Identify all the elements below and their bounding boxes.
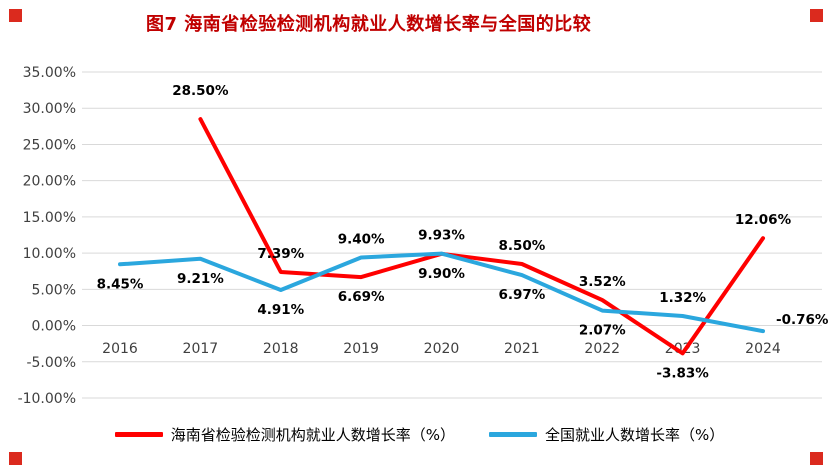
data-label: 12.06% xyxy=(735,212,792,228)
corner-decoration-bottom-left xyxy=(9,452,22,465)
data-label: 8.50% xyxy=(498,238,545,254)
legend-label-hainan: 海南省检验检测机构就业人数增长率（%） xyxy=(170,426,455,444)
data-label: 9.21% xyxy=(177,271,224,287)
chart-legend: 海南省检验检测机构就业人数增长率（%） 全国就业人数增长率（%） xyxy=(0,424,839,445)
x-tick-label: 2023 xyxy=(665,341,701,357)
data-label: 9.93% xyxy=(418,228,465,244)
x-tick-label: 2016 xyxy=(102,341,138,357)
y-tick-label: 15.00% xyxy=(23,210,76,226)
corner-decoration-bottom-right xyxy=(810,452,823,465)
data-label: 3.52% xyxy=(579,274,626,290)
chart-title: 图7 海南省检验检测机构就业人数增长率与全国的比较 xyxy=(146,14,592,35)
data-label: 6.97% xyxy=(498,287,545,303)
y-tick-label: 35.00% xyxy=(23,65,76,81)
corner-decoration-top-right xyxy=(810,9,823,22)
series-line-0 xyxy=(198,117,765,356)
y-tick-label: -5.00% xyxy=(26,355,76,371)
y-tick-label: 20.00% xyxy=(23,174,76,190)
legend-line-blue xyxy=(489,432,537,437)
y-tick-label: 10.00% xyxy=(23,246,76,262)
x-tick-label: 2020 xyxy=(424,341,460,357)
y-tick-label: -10.00% xyxy=(18,391,76,407)
x-tick-label: 2018 xyxy=(263,341,299,357)
data-label: -0.76% xyxy=(776,312,829,328)
data-label: 28.50% xyxy=(172,83,229,99)
data-label: 2.07% xyxy=(579,323,626,339)
series-line-1 xyxy=(118,251,765,334)
y-tick-label: 25.00% xyxy=(23,137,76,153)
legend-label-national: 全国就业人数增长率（%） xyxy=(545,426,725,444)
x-tick-label: 2021 xyxy=(504,341,540,357)
corner-decoration-top-left xyxy=(9,9,22,22)
data-label: 4.91% xyxy=(257,302,304,318)
data-label: 6.69% xyxy=(338,289,385,305)
legend-line-red xyxy=(114,432,163,437)
data-label: 1.32% xyxy=(659,290,706,306)
data-label: 7.39% xyxy=(257,246,304,262)
x-tick-label: 2019 xyxy=(343,341,379,357)
y-tick-label: 30.00% xyxy=(23,101,76,117)
y-tick-label: 5.00% xyxy=(32,282,76,298)
legend-item-hainan: 海南省检验检测机构就业人数增长率（%） xyxy=(114,424,455,445)
x-tick-label: 2022 xyxy=(584,341,620,357)
data-label: -3.83% xyxy=(656,365,709,381)
data-label: 8.45% xyxy=(97,276,144,292)
y-tick-label: 0.00% xyxy=(32,319,76,335)
x-tick-label: 2024 xyxy=(745,341,781,357)
x-tick-label: 2017 xyxy=(183,341,219,357)
data-label: 9.40% xyxy=(338,231,385,247)
legend-item-national: 全国就业人数增长率（%） xyxy=(489,424,724,445)
data-label: 9.90% xyxy=(418,266,465,282)
